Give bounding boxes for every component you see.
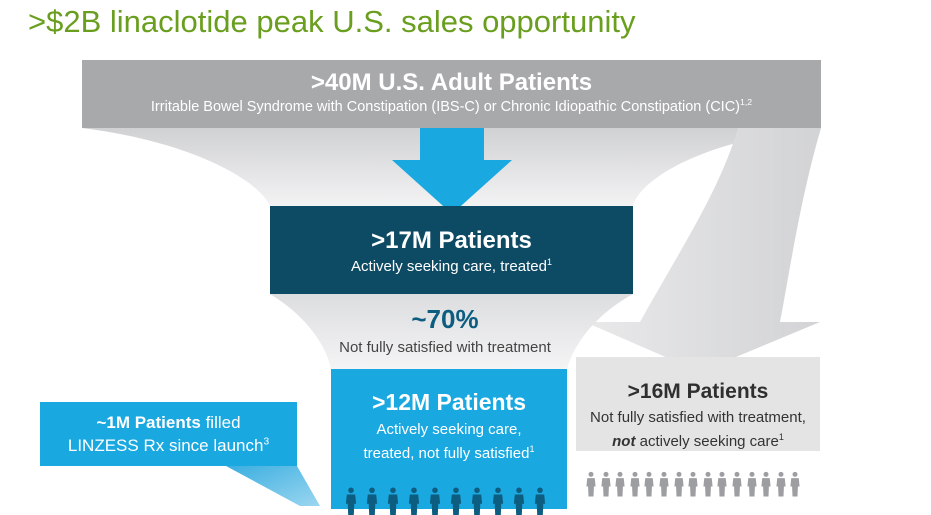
person-icon [732, 471, 742, 497]
not-emphasis: not [612, 433, 636, 450]
patient-figures-blue [345, 487, 555, 515]
person-icon [776, 471, 786, 497]
footnote-ref: 3 [263, 436, 270, 448]
linzess-rx-text: LINZESS Rx since launch [67, 436, 264, 455]
person-icon [644, 471, 654, 497]
person-icon [761, 471, 771, 497]
person-icon [450, 487, 462, 515]
treated-unsatisfied-headline: >12M Patients [371, 389, 527, 415]
person-icon [513, 487, 525, 515]
footnote-ref: 1 [529, 444, 535, 454]
footnote-ref: 1,2 [740, 97, 753, 108]
patient-figures-gray [586, 470, 805, 498]
person-icon [534, 487, 546, 515]
linzess-pointer [226, 466, 320, 506]
person-icon [703, 471, 713, 497]
person-icon [366, 487, 378, 515]
total-patients-subtitle: Irritable Bowel Syndrome with Constipati… [150, 99, 741, 115]
untreated-patients-headline: >16M Patients [627, 380, 769, 403]
person-icon [471, 487, 483, 515]
person-icon [615, 471, 625, 497]
untreated-patients-line1: Not fully satisfied with treatment, [590, 409, 806, 426]
treated-unsatisfied-box: >12M Patients Actively seeking care, tre… [331, 369, 567, 515]
person-icon [659, 471, 669, 497]
person-icon [746, 471, 757, 497]
person-icon [408, 487, 420, 515]
total-patients-box: >40M U.S. Adult Patients Irritable Bowel… [82, 60, 821, 128]
linzess-filled-text: filled [200, 413, 241, 432]
dissatisfied-percent: ~70% [411, 304, 479, 334]
person-icon [688, 471, 698, 497]
person-icon [387, 487, 399, 515]
page-title: >$2B linaclotide peak U.S. sales opportu… [28, 4, 636, 39]
treated-unsatisfied-line1: Actively seeking care, [376, 421, 522, 438]
untreated-patients-box: >16M Patients Not fully satisfied with t… [576, 357, 820, 512]
linzess-patients-count: ~1M Patients [96, 413, 201, 432]
person-icon [790, 471, 800, 497]
treated-patients-headline: >17M Patients [371, 227, 532, 254]
footnote-ref: 1 [546, 257, 552, 267]
person-icon [717, 471, 727, 497]
person-icon [601, 471, 611, 497]
linzess-callout: ~1M Patients filled LINZESS Rx since lau… [40, 402, 297, 466]
untreated-patients-line2: actively seeking care [635, 433, 779, 450]
down-arrow-icon [392, 128, 512, 214]
treated-patients-subtitle: Actively seeking care, treated [351, 258, 547, 275]
total-patients-headline: >40M U.S. Adult Patients [310, 69, 593, 96]
person-icon [429, 487, 441, 515]
dissatisfied-label: Not fully satisfied with treatment [339, 339, 551, 356]
right-flow-arrow [585, 128, 821, 372]
person-icon [492, 487, 504, 515]
footnote-ref: 1 [778, 432, 784, 442]
person-icon [673, 471, 684, 497]
person-icon [345, 487, 357, 515]
lower-funnel [270, 294, 633, 369]
person-icon [630, 471, 640, 497]
person-icon [586, 471, 596, 497]
treated-unsatisfied-line2: treated, not fully satisfied [363, 445, 530, 462]
treated-patients-box: >17M Patients Actively seeking care, tre… [270, 206, 633, 294]
dissatisfied-stat: ~70% Not fully satisfied with treatment [330, 304, 560, 356]
